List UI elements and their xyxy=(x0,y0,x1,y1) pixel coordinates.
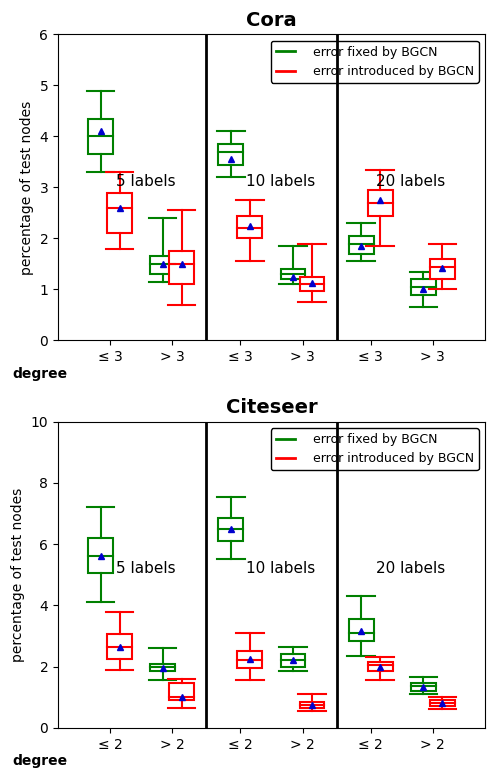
Bar xyxy=(300,702,324,708)
Text: 5 labels: 5 labels xyxy=(116,174,175,189)
Bar xyxy=(349,619,373,640)
Bar xyxy=(368,190,392,216)
Y-axis label: percentage of test nodes: percentage of test nodes xyxy=(11,487,25,662)
Bar xyxy=(368,662,392,671)
Bar xyxy=(281,654,306,667)
Bar xyxy=(88,119,113,154)
Bar xyxy=(430,259,455,279)
Bar xyxy=(411,684,436,691)
Bar xyxy=(107,635,132,659)
Bar xyxy=(169,251,194,284)
Bar xyxy=(150,663,175,671)
Title: Cora: Cora xyxy=(246,11,297,30)
Bar xyxy=(238,216,262,238)
Bar xyxy=(169,684,194,700)
Bar xyxy=(430,700,455,706)
Text: 20 labels: 20 labels xyxy=(376,561,445,576)
Text: 10 labels: 10 labels xyxy=(246,561,315,576)
Bar xyxy=(88,538,113,573)
Bar xyxy=(281,269,306,279)
Legend:   error fixed by BGCN,   error introduced by BGCN: error fixed by BGCN, error introduced by… xyxy=(271,428,479,470)
Bar xyxy=(218,518,244,541)
Bar xyxy=(411,279,436,295)
Bar xyxy=(218,144,244,165)
Legend:   error fixed by BGCN,   error introduced by BGCN: error fixed by BGCN, error introduced by… xyxy=(271,40,479,83)
Y-axis label: percentage of test nodes: percentage of test nodes xyxy=(20,100,34,275)
Text: 10 labels: 10 labels xyxy=(246,174,315,189)
Bar xyxy=(150,256,175,274)
Text: 5 labels: 5 labels xyxy=(116,561,175,576)
Title: Citeseer: Citeseer xyxy=(226,398,317,417)
Bar xyxy=(238,651,262,668)
Bar xyxy=(349,236,373,254)
Text: 20 labels: 20 labels xyxy=(376,174,445,189)
Text: degree: degree xyxy=(12,366,67,380)
Bar xyxy=(300,277,324,290)
Bar xyxy=(107,192,132,234)
Text: degree: degree xyxy=(12,753,67,767)
